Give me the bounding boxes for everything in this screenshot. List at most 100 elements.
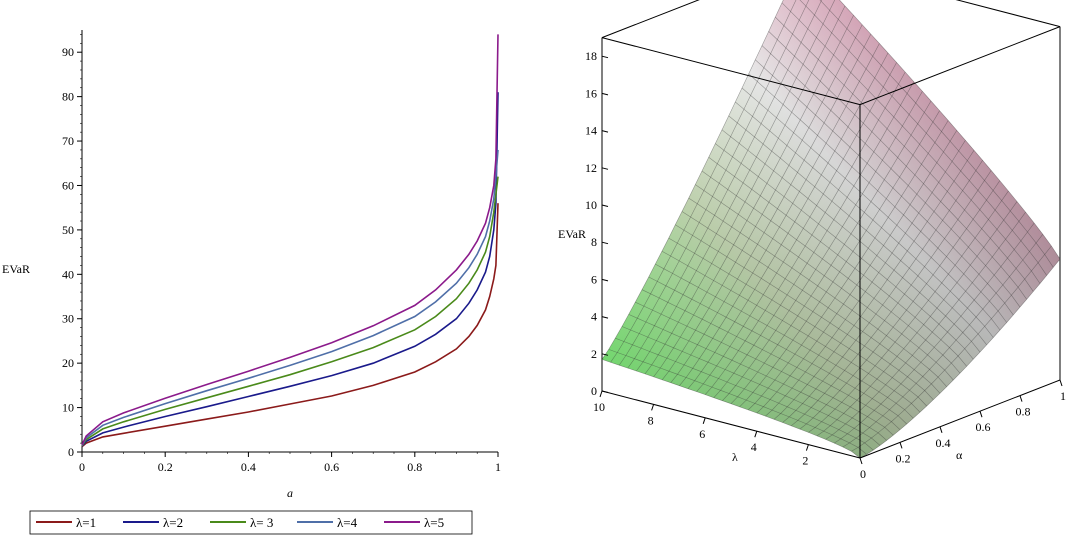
box-edge <box>859 379 1061 459</box>
x-tick-label: 0.4 <box>241 460 256 474</box>
z-tick-label: 16 <box>585 86 597 100</box>
legend-box <box>29 510 473 535</box>
mesh-line <box>755 59 1014 316</box>
surface-chart: 0 2 4 6 8 10 12 14 16 18 10 8 6 4 2 0 0.2 0.4 0.6 0.8 1 EVaR… <box>558 0 1066 481</box>
box-edge <box>601 0 700 39</box>
mesh-line <box>679 43 880 386</box>
surface-ticks: 0 2 4 6 8 10 12 14 16 18 10 8 6 4 2 0 0.2 0.4 0.6 0.8 1 <box>585 49 1066 481</box>
line-chart-xlabel: a <box>287 486 293 500</box>
mesh-line <box>819 0 1054 268</box>
mesh-line <box>687 52 889 389</box>
mesh-line <box>781 2 1041 284</box>
line-chart-ylabel: EVaR <box>2 262 30 276</box>
alpha-tick-label: 0 <box>860 467 866 481</box>
line-chart-ticks: 0 10 20 30 40 50 60 70 80 90 0 0.2 0.4 0.6 0.8 1 <box>62 34 501 474</box>
mesh-line <box>747 120 949 411</box>
mesh-line <box>765 140 966 417</box>
mesh-line <box>839 0 1061 260</box>
line-chart-axes <box>81 30 498 453</box>
y-tick-label: 30 <box>62 312 74 326</box>
alpha-tick-label: 0.4 <box>936 436 951 450</box>
y-tick-label: 60 <box>62 178 74 192</box>
lambda-tick-label: 6 <box>699 427 705 441</box>
z-tick-label: 2 <box>591 347 597 361</box>
z-tick <box>601 204 609 207</box>
z-tick-label: 10 <box>585 198 597 212</box>
series-line <box>81 34 499 446</box>
z-tick <box>601 241 609 245</box>
surface-mesh <box>601 0 1061 459</box>
mesh-line <box>601 0 784 360</box>
box-edge <box>601 390 861 459</box>
y-tick-label: 40 <box>62 267 74 281</box>
mesh-line <box>741 87 1001 331</box>
x-tick-label: 0.6 <box>324 460 339 474</box>
mesh-line <box>773 150 975 420</box>
mesh-line <box>722 91 923 401</box>
z-tick <box>601 130 609 133</box>
line-chart-series <box>81 34 499 448</box>
lambda-tick <box>805 444 809 451</box>
mesh-line <box>644 5 846 375</box>
mesh-line <box>842 234 1044 448</box>
mesh-line <box>791 170 992 427</box>
series-line <box>81 92 499 447</box>
mesh-line <box>668 237 927 407</box>
alpha-tick-label: 0.2 <box>896 451 911 465</box>
mesh-line <box>641 289 901 430</box>
lambda-tick <box>651 404 655 411</box>
z-tick <box>601 316 609 319</box>
surface-shade <box>602 0 1060 458</box>
x-tick-label: 0.8 <box>407 460 422 474</box>
z-tick-label: 4 <box>591 310 597 324</box>
mesh-line <box>735 101 994 338</box>
surface-alpha-label: α <box>956 448 963 462</box>
mesh-line <box>628 314 887 441</box>
y-tick-label: 70 <box>62 134 74 148</box>
mesh-line <box>695 184 954 381</box>
z-tick-label: 14 <box>585 124 597 138</box>
alpha-tick <box>1059 379 1063 387</box>
z-tick <box>601 278 609 282</box>
alpha-tick <box>859 457 863 465</box>
legend-label: λ=1 <box>76 515 96 530</box>
x-tick-label: 0.2 <box>158 460 173 474</box>
mesh-line <box>715 143 974 360</box>
alpha-tick <box>899 442 903 449</box>
series-line <box>81 176 499 447</box>
mesh-line <box>627 0 823 369</box>
mesh-line <box>756 130 958 414</box>
legend-label: λ= 3 <box>250 515 273 530</box>
mesh-line <box>675 224 934 400</box>
series-line <box>81 203 499 448</box>
mesh-line <box>739 110 940 408</box>
mesh-line <box>615 337 874 451</box>
mesh-line <box>661 250 921 413</box>
mesh-line <box>730 100 932 404</box>
mesh-line <box>859 258 1061 459</box>
mesh-line <box>728 115 987 345</box>
z-tick <box>601 55 609 59</box>
mesh-line <box>608 349 867 455</box>
mesh-line <box>721 129 981 353</box>
y-tick-label: 50 <box>62 223 74 237</box>
mesh-line <box>688 197 947 387</box>
lambda-tick <box>754 431 758 438</box>
mesh-line <box>825 212 1026 440</box>
mesh-line <box>816 201 1018 437</box>
x-tick-label: 1 <box>495 460 501 474</box>
legend-label: λ=2 <box>163 515 183 530</box>
mesh-line <box>748 73 1007 323</box>
alpha-tick-label: 0.8 <box>1016 405 1031 419</box>
mesh-line <box>681 211 941 394</box>
mesh-line <box>670 33 872 383</box>
mesh-line <box>696 62 897 392</box>
mesh-line <box>799 0 1047 276</box>
alpha-tick <box>979 411 983 418</box>
y-tick-label: 80 <box>62 90 74 104</box>
mesh-line <box>610 0 797 363</box>
surface-zlabel: EVaR <box>558 227 586 241</box>
mesh-line <box>704 71 906 395</box>
z-tick-label: 18 <box>585 49 597 63</box>
legend: λ=1 λ=2 λ= 3 λ=4 λ=5 <box>29 510 473 535</box>
